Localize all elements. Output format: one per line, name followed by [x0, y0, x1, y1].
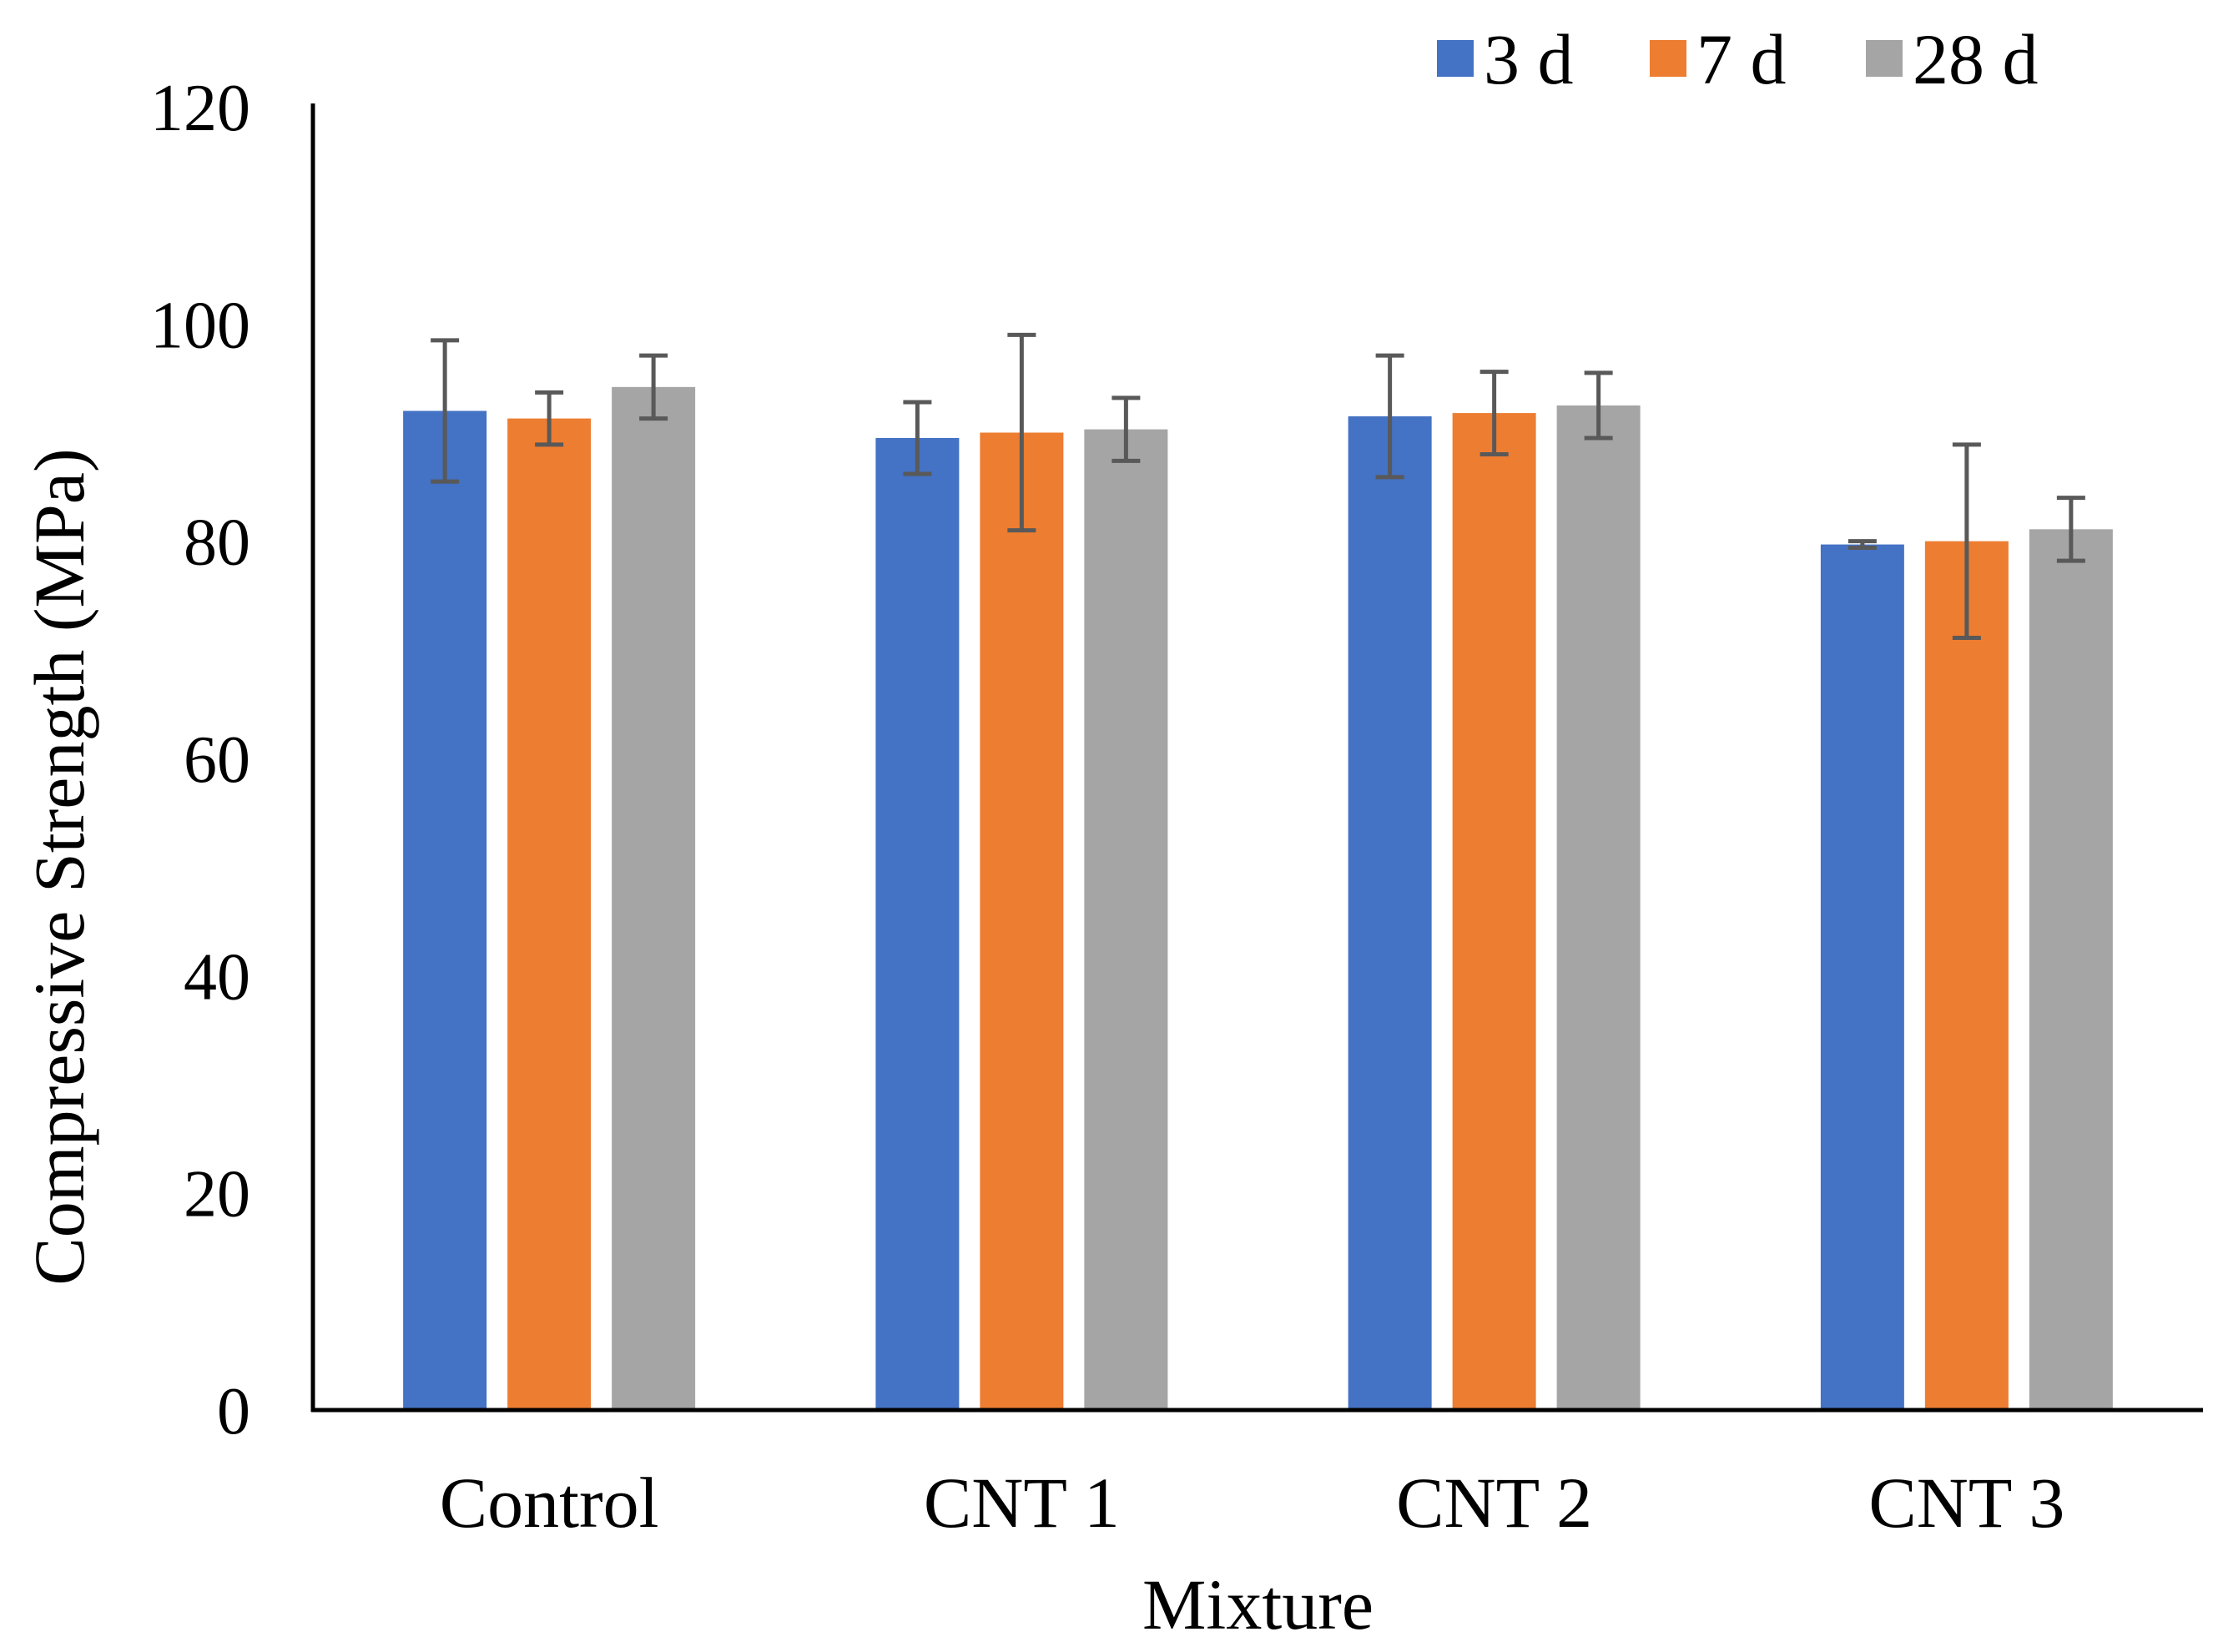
y-tick-labels: 0 20 40 60 80 100 120: [150, 72, 250, 1448]
x-axis-title: Mixture: [1142, 1564, 1374, 1644]
error-bar: [2056, 496, 2085, 563]
error-bar: [1848, 539, 1877, 550]
legend-swatch: [1866, 40, 1903, 77]
error-bar: [639, 353, 668, 421]
y-tick-label: 60: [184, 723, 250, 797]
bars-layer: [403, 386, 2113, 1411]
bar-3d-cnt-1: [875, 438, 960, 1411]
bar-3d-cnt-2: [1348, 416, 1432, 1411]
bar-3d-control: [403, 410, 487, 1410]
x-category-label: Control: [440, 1463, 659, 1543]
legend-item: 28 d: [1866, 19, 2039, 99]
bar-28d-cnt-3: [2029, 529, 2113, 1410]
legend-label: 3 d: [1484, 19, 1574, 99]
legend-item: 7 d: [1650, 19, 1787, 99]
x-category-labels: Control CNT 1 CNT 2 CNT 3: [440, 1463, 2065, 1543]
y-tick-label: 20: [184, 1158, 250, 1231]
legend: 3 d 7 d 28 d: [1437, 19, 2039, 99]
bar-7d-control: [507, 418, 592, 1410]
bar-28d-cnt-1: [1084, 429, 1168, 1410]
y-tick-label: 100: [150, 289, 250, 362]
error-bar: [1584, 370, 1613, 441]
error-bar: [1112, 395, 1141, 463]
legend-swatch: [1437, 40, 1474, 77]
y-tick-label: 80: [184, 506, 250, 580]
bar-7d-cnt-1: [980, 432, 1064, 1410]
error-bar: [431, 338, 460, 484]
y-tick-label: 40: [184, 940, 250, 1014]
x-category-label: CNT 1: [924, 1463, 1120, 1543]
y-tick-label: 0: [217, 1375, 250, 1448]
error-bar: [903, 400, 932, 476]
legend-item: 3 d: [1437, 19, 1574, 99]
error-bar: [1375, 353, 1404, 480]
error-bar: [535, 390, 564, 447]
error-bar: [1007, 332, 1036, 533]
y-tick-label: 120: [150, 72, 250, 145]
legend-label: 28 d: [1913, 19, 2039, 99]
error-bar: [1952, 442, 1981, 641]
bar-3d-cnt-3: [1820, 544, 1904, 1410]
x-category-label: CNT 3: [1868, 1463, 2064, 1543]
error-bar: [1480, 370, 1509, 457]
bar-28d-cnt-2: [1556, 405, 1641, 1410]
y-axis-title: Compressive Strength (MPa): [19, 448, 99, 1285]
bar-7d-cnt-2: [1452, 413, 1536, 1410]
legend-label: 7 d: [1696, 19, 1787, 99]
bar-7d-cnt-3: [1924, 541, 2009, 1410]
legend-swatch: [1650, 40, 1686, 77]
axes-layer: [310, 103, 2203, 1413]
bar-28d-control: [612, 386, 696, 1411]
error-bars-layer: [431, 332, 2085, 641]
x-category-label: CNT 2: [1396, 1463, 1592, 1543]
